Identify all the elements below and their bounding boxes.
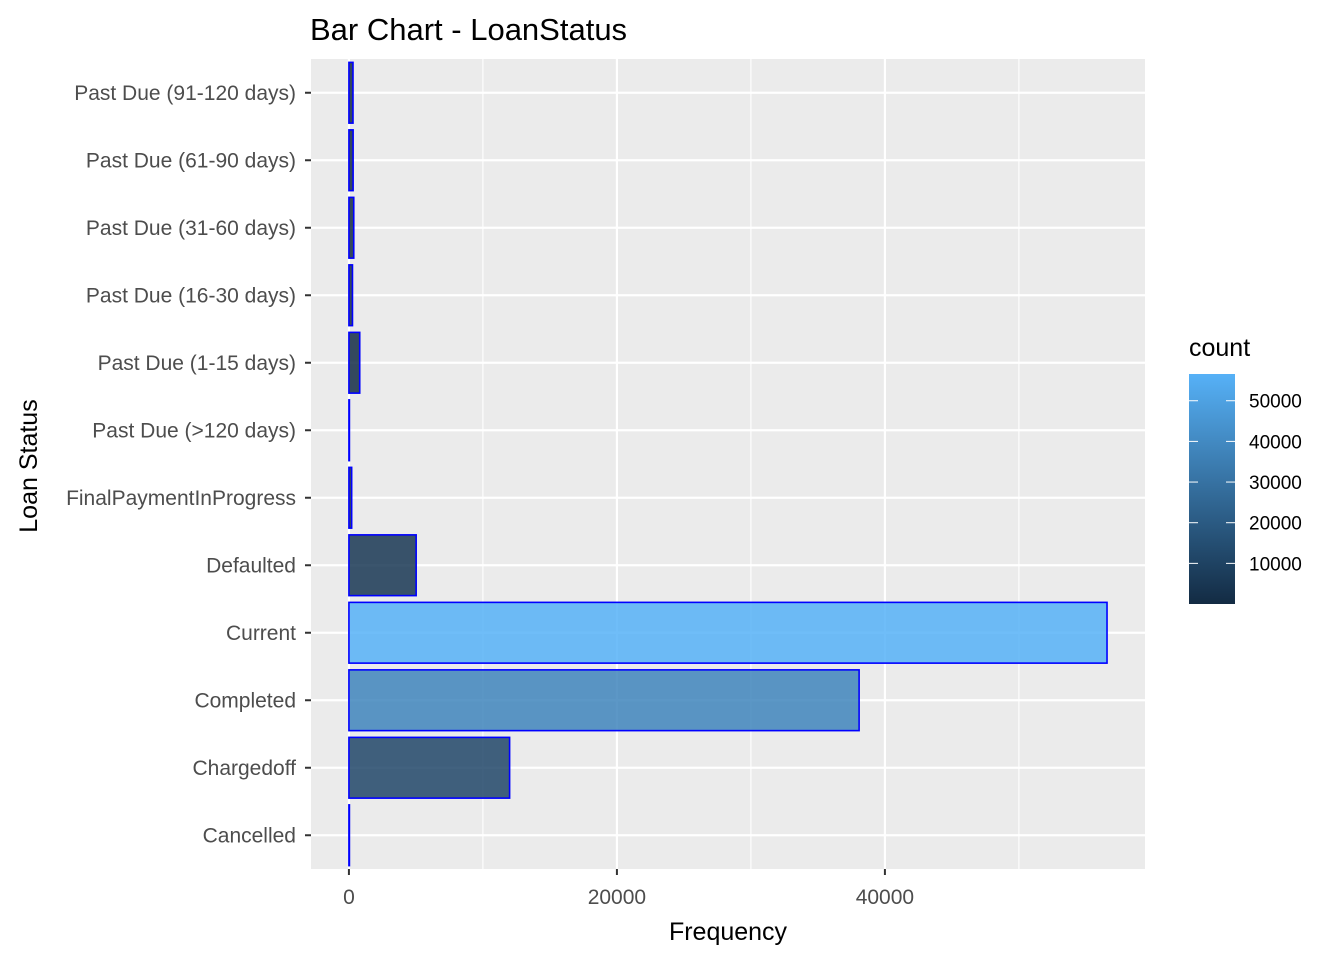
bar <box>348 736 511 799</box>
legend-label: 40000 <box>1249 432 1302 453</box>
legend-label: 50000 <box>1249 392 1302 413</box>
legend-label: 20000 <box>1249 514 1302 535</box>
x-tick-label: 0 <box>343 886 355 909</box>
bar <box>348 129 354 192</box>
minor-gridlines <box>482 59 1020 869</box>
x-tick-label: 20000 <box>588 886 646 909</box>
bar <box>348 399 351 462</box>
bar <box>348 534 417 597</box>
legend-label: 30000 <box>1249 473 1302 494</box>
y-tick-label: Past Due (16-30 days) <box>86 284 296 307</box>
y-tick-label: FinalPaymentInProgress <box>66 487 296 510</box>
y-tick-label: Completed <box>194 689 296 712</box>
plot-panel <box>311 59 1145 869</box>
bar <box>348 264 354 327</box>
bar <box>348 601 1108 664</box>
legend: count 10000 20000 30000 40000 50000 <box>1189 334 1302 604</box>
y-tick-label: Past Due (31-60 days) <box>86 217 296 240</box>
x-axis: 0 20000 40000 <box>343 869 914 909</box>
legend-colorbar <box>1189 374 1235 604</box>
y-tick-label: Defaulted <box>206 554 296 577</box>
x-axis-title: Frequency <box>669 918 788 946</box>
legend-label: 10000 <box>1249 554 1302 575</box>
legend-title: count <box>1189 334 1250 362</box>
y-tick-label: Past Due (>120 days) <box>92 419 296 442</box>
bar <box>348 466 353 529</box>
y-axis: Cancelled Chargedoff Completed Current Defau… <box>66 82 311 847</box>
bar <box>348 196 355 259</box>
bar <box>348 804 351 867</box>
y-tick-label: Past Due (1-15 days) <box>98 352 296 375</box>
bar <box>348 669 860 732</box>
y-tick-label: Cancelled <box>203 824 296 847</box>
chart-title: Bar Chart - LoanStatus <box>310 12 627 47</box>
y-tick-label: Past Due (61-90 days) <box>86 149 296 172</box>
y-tick-label: Current <box>226 622 296 645</box>
x-tick-label: 40000 <box>856 886 914 909</box>
bar <box>348 61 354 124</box>
y-tick-label: Past Due (91-120 days) <box>74 82 296 105</box>
bars <box>348 61 1108 867</box>
y-axis-title: Loan Status <box>15 399 43 532</box>
y-tick-label: Chargedoff <box>192 757 296 780</box>
bar <box>348 331 361 394</box>
